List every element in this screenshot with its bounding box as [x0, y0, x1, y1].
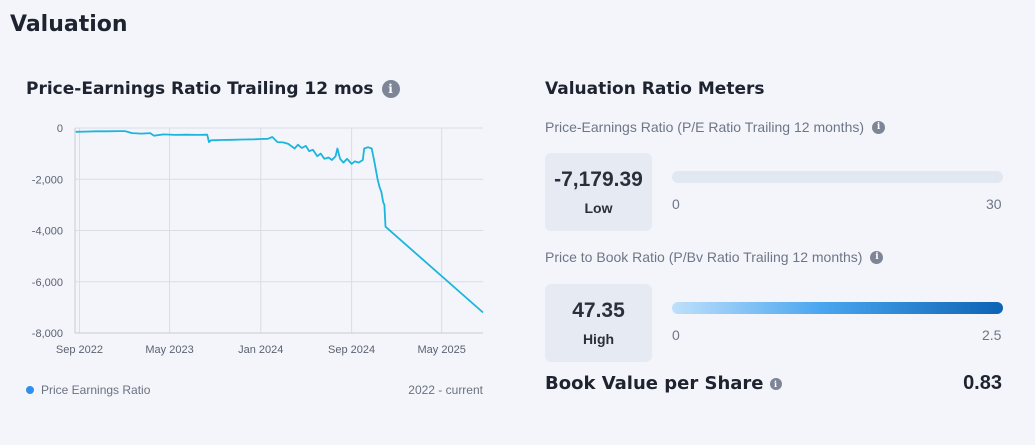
bvps-label: Book Value per Share i [545, 373, 782, 394]
bvps-value: 0.83 [963, 372, 1002, 394]
pe-meter-level: Low [584, 200, 613, 216]
series-line [75, 130, 484, 314]
pb-meter-value: 47.35 [572, 299, 625, 322]
pe-meter-caption: Price-Earnings Ratio (P/E Ratio Trailing… [545, 119, 886, 135]
legend-dot-icon [26, 386, 34, 394]
pe-meter-value: -7,179.39 [554, 168, 643, 191]
info-icon[interactable]: i [872, 120, 886, 134]
x-tick-label: May 2023 [145, 344, 193, 356]
x-tick-label: Jan 2024 [238, 344, 283, 356]
pb-meter-level: High [582, 331, 615, 347]
y-tick-label: 0 [57, 123, 63, 135]
info-icon[interactable]: i [381, 80, 400, 98]
pb-meter-bar [672, 302, 1003, 314]
y-tick-label: -4,000 [32, 226, 63, 238]
chart-title-text: Price-Earnings Ratio Trailing 12 mos [26, 79, 374, 99]
x-tick-label: Sep 2024 [328, 344, 375, 356]
bvps-label-text: Book Value per Share [545, 373, 764, 394]
y-tick-label: -2,000 [32, 174, 63, 186]
pe-ratio-chart: 0 -2,000 -4,000 -6,000 -8,000 Sep 2022 May 202… [32, 123, 484, 356]
pb-meter-max-label: 2.5 [982, 327, 1002, 343]
info-icon[interactable]: i [769, 377, 782, 390]
pb-meter-min-label: 0 [672, 327, 680, 343]
x-tick-label: Sep 2022 [56, 344, 103, 356]
pe-meter-min-label: 0 [672, 196, 680, 212]
pb-meter-box: 47.35 High [545, 284, 652, 362]
pe-meter-box: -7,179.39 Low [545, 153, 652, 231]
chart-range-label: 2022 - current [408, 383, 483, 397]
meters-title: Valuation Ratio Meters [545, 79, 765, 99]
pe-meter-max-label: 30 [986, 196, 1002, 212]
pb-meter-caption: Price to Book Ratio (P/Bv Ratio Trailing… [545, 249, 884, 265]
x-tick-label: May 2025 [418, 344, 466, 356]
pb-meter-caption-text: Price to Book Ratio (P/Bv Ratio Trailing… [545, 249, 863, 265]
y-tick-label: -8,000 [32, 328, 63, 340]
chart-title: Price-Earnings Ratio Trailing 12 mos i [26, 79, 400, 99]
chart-legend[interactable]: Price Earnings Ratio [26, 383, 150, 397]
y-tick-label: -6,000 [32, 277, 63, 289]
legend-label: Price Earnings Ratio [41, 383, 151, 397]
pe-meter-caption-text: Price-Earnings Ratio (P/E Ratio Trailing… [545, 119, 865, 135]
pe-meter-bar [672, 171, 1003, 183]
info-icon[interactable]: i [870, 250, 884, 264]
section-title: Valuation [10, 12, 128, 37]
